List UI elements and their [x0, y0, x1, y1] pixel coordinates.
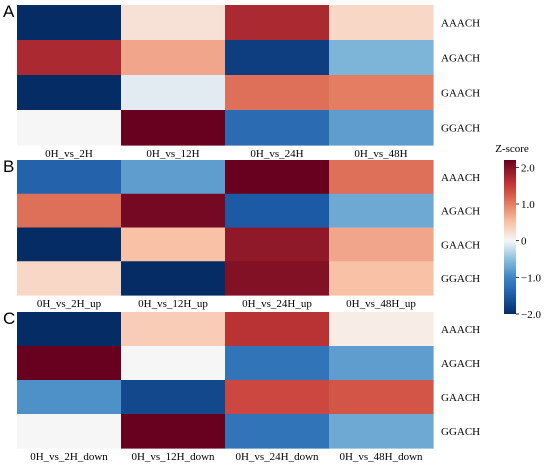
heatmap-panel-a: A AAACH AGACH GAACH GGACH 0H_vs_2H 0H_vs_12H 0H…: [3, 2, 480, 160]
column-label: 0H_vs_24H_down: [235, 451, 319, 463]
heatmap-cell: [121, 160, 226, 195]
heatmap-cell: [121, 346, 226, 381]
colorbar-tick-label: 1.0: [521, 199, 535, 211]
column-label: 0H_vs_48H_up: [346, 298, 416, 310]
heatmap-cell: [17, 40, 122, 76]
heatmap-cell: [329, 346, 434, 381]
heatmap-cell: [121, 110, 226, 146]
heatmap-cell: [121, 261, 226, 296]
row-label: AGACH: [441, 206, 480, 218]
heatmap-cell: [17, 261, 122, 296]
row-label: GAACH: [441, 239, 480, 251]
row-label: GGACH: [441, 273, 480, 285]
heatmap-cell: [329, 312, 434, 347]
heatmap-cell: [225, 160, 330, 195]
column-label: 0H_vs_2H_down: [30, 451, 108, 463]
row-label: AGACH: [441, 358, 480, 370]
heatmap-cell: [329, 193, 434, 229]
heatmap-cell: [17, 227, 122, 262]
row-label: AAACH: [441, 172, 480, 184]
heatmap-cell: [17, 380, 122, 415]
panel-label: A: [3, 2, 15, 21]
heatmap-cell: [225, 110, 330, 146]
panel-label: C: [3, 309, 15, 328]
row-label: GAACH: [441, 392, 480, 404]
heatmap-cell: [121, 40, 226, 76]
column-label: 0H_vs_24H_up: [242, 298, 312, 310]
column-label: 0H_vs_12H: [146, 148, 199, 160]
heatmap-cell: [17, 346, 122, 381]
colorbar-tick-label: −2.0: [521, 309, 541, 321]
heatmap-cell: [225, 414, 330, 449]
heatmap-cell: [17, 193, 122, 229]
heatmap-cell: [225, 346, 330, 381]
heatmap-cell: [121, 380, 226, 415]
column-label: 0H_vs_12H_up: [138, 298, 208, 310]
heatmap-cell: [121, 5, 226, 41]
colorbar-tick-label: 0: [521, 236, 527, 248]
heatmap-cell: [121, 227, 226, 262]
heatmap-cell: [329, 380, 434, 415]
heatmap-cell: [329, 75, 434, 111]
row-label: AGACH: [441, 53, 480, 65]
heatmap-cell: [121, 193, 226, 229]
heatmap-cell: [121, 312, 226, 347]
heatmap-cell: [225, 75, 330, 111]
heatmap-cell: [225, 5, 330, 41]
heatmap-cell: [17, 160, 122, 195]
heatmap-cell: [329, 227, 434, 262]
colorbar: Z-score 2.0 1.0 0 −1.0 −2.0: [495, 143, 541, 321]
heatmap-panel-c: C AAACH AGACH GAACH GGACH 0H_vs_2H_down 0H_vs_…: [3, 309, 480, 463]
heatmap-cell: [225, 312, 330, 347]
row-label: AAACH: [441, 18, 480, 30]
column-label: 0H_vs_24H: [250, 148, 303, 160]
heatmap-cell: [225, 193, 330, 229]
heatmap-cell: [329, 414, 434, 449]
colorbar-tick-label: 2.0: [521, 162, 535, 174]
heatmap-cell: [121, 75, 226, 111]
heatmap-cell: [329, 261, 434, 296]
heatmap-cell: [17, 312, 122, 347]
heatmap-cell: [329, 5, 434, 41]
column-label: 0H_vs_2H: [45, 148, 93, 160]
column-label: 0H_vs_48H_down: [339, 451, 423, 463]
heatmap-cell: [329, 40, 434, 76]
row-label: GGACH: [441, 426, 480, 438]
heatmap-cell: [225, 380, 330, 415]
colorbar-tick-label: −1.0: [521, 272, 541, 284]
heatmap-cell: [17, 110, 122, 146]
row-label: GGACH: [441, 123, 480, 135]
heatmap-cell: [225, 227, 330, 262]
heatmap-cell: [225, 40, 330, 76]
heatmap-cell: [329, 110, 434, 146]
column-label: 0H_vs_12H_down: [131, 451, 215, 463]
heatmap-cell: [329, 160, 434, 195]
panel-label: B: [3, 157, 14, 176]
heatmap-cell: [17, 5, 122, 41]
heatmap-cell: [17, 414, 122, 449]
heatmap-panel-b: B AAACH AGACH GAACH GGACH 0H_vs_2H_up 0H_vs_12…: [3, 157, 480, 310]
heatmap-cell: [17, 75, 122, 111]
colorbar-title: Z-score: [495, 143, 529, 155]
heatmap-cell: [225, 261, 330, 296]
row-label: GAACH: [441, 88, 480, 100]
heatmap-cell: [121, 414, 226, 449]
column-label: 0H_vs_48H: [354, 148, 407, 160]
row-label: AAACH: [441, 324, 480, 336]
colorbar-gradient: [504, 160, 516, 314]
column-label: 0H_vs_2H_up: [37, 298, 102, 310]
